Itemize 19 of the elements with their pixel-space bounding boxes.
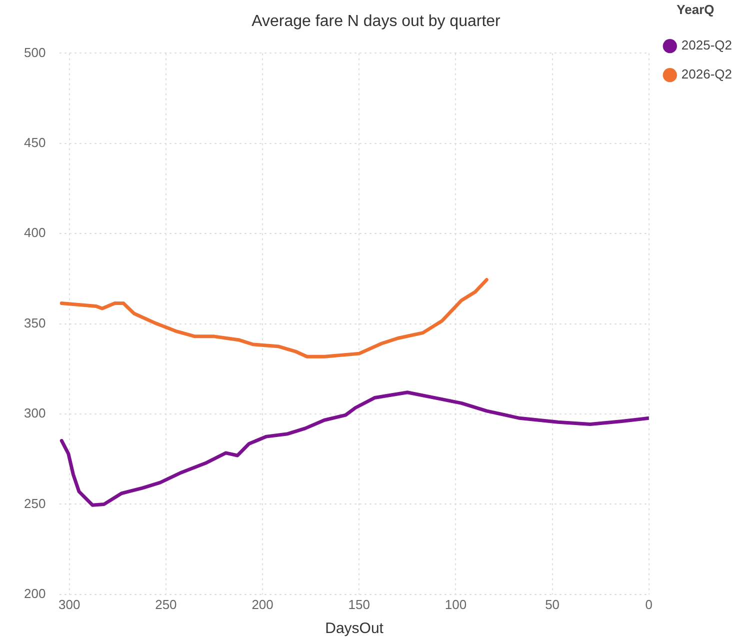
x-tick-label: 300 (58, 596, 80, 612)
x-axis-title: DaysOut (325, 620, 384, 638)
y-tick-label: 250 (24, 496, 46, 511)
legend-label: 2026-Q2 (681, 66, 732, 82)
x-tick-label: 0 (645, 596, 653, 612)
legend-title: YearQ (676, 2, 714, 18)
x-tick-label: 150 (348, 596, 370, 612)
y-tick-label: 400 (24, 225, 46, 240)
y-tick-label: 450 (24, 134, 46, 150)
chart-title: Average fare N days out by quarter (252, 13, 502, 30)
x-tick-label: 250 (155, 596, 177, 612)
y-tick-label: 350 (24, 315, 46, 330)
legend-label: 2025-Q2 (681, 38, 732, 53)
y-tick-label: 300 (24, 406, 46, 421)
x-tick-label: 200 (252, 596, 274, 612)
x-tick-label: 50 (545, 596, 560, 612)
y-tick-label: 200 (24, 586, 46, 601)
x-tick-label: 100 (444, 596, 467, 612)
y-tick-label: 500 (24, 44, 46, 60)
